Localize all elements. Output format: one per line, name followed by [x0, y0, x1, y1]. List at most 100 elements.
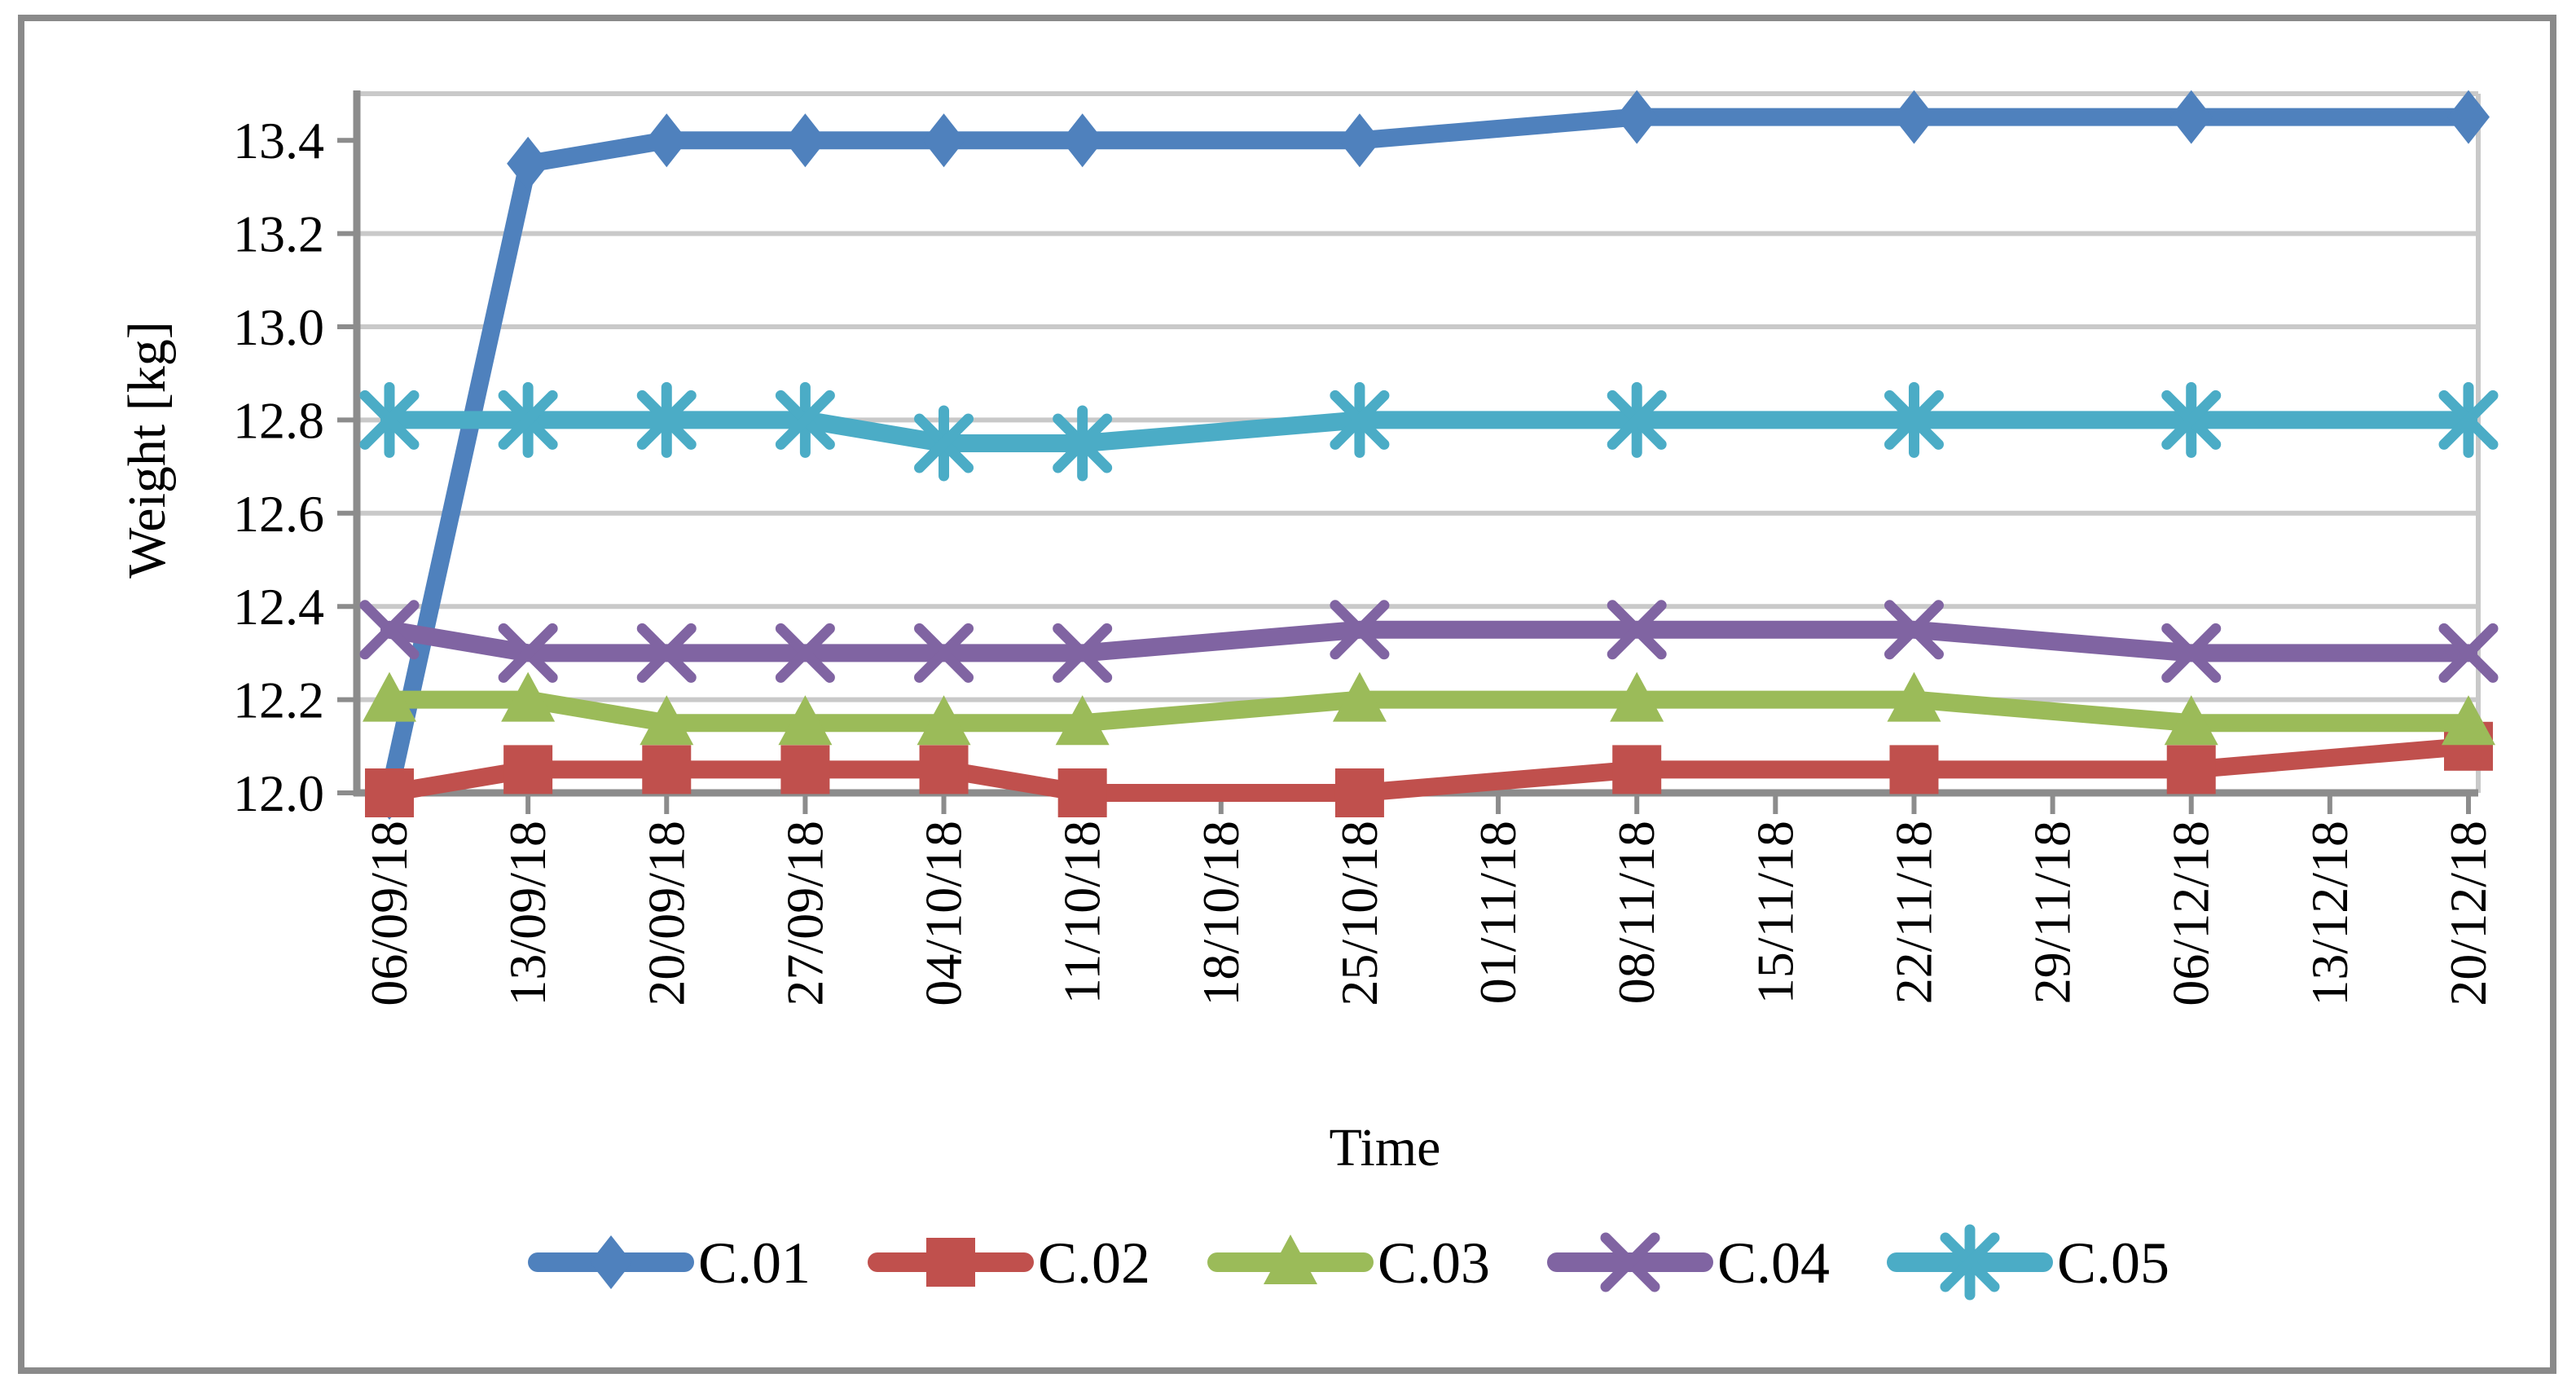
data-point-marker — [1884, 600, 1944, 660]
y-tick-label: 12.0 — [233, 764, 324, 822]
data-point-marker — [917, 695, 971, 746]
data-point-marker — [590, 1235, 632, 1289]
data-point-marker — [503, 745, 553, 795]
data-point-marker — [645, 113, 688, 168]
series-line — [380, 737, 2477, 802]
data-point-marker — [1607, 600, 1667, 660]
y-tick-label: 12.8 — [233, 391, 324, 449]
data-point-marker — [1338, 113, 1381, 168]
data-point-marker — [784, 113, 827, 168]
figure-border — [18, 15, 2556, 1374]
series-line — [380, 690, 2477, 733]
x-tick-label: 25/10/18 — [1330, 821, 1388, 1006]
y-tick-label: 12.2 — [233, 671, 324, 729]
data-point-marker — [2161, 381, 2222, 458]
data-point-marker — [507, 136, 550, 191]
data-point-marker — [1330, 381, 1390, 458]
y-tick-label: 13.2 — [233, 205, 324, 263]
data-point-marker — [1889, 745, 1939, 795]
series-c01 — [368, 90, 2490, 820]
data-point-marker — [498, 623, 558, 683]
x-tick-label: 06/12/18 — [2162, 821, 2220, 1006]
series-line — [380, 411, 2477, 452]
data-point-marker — [1892, 90, 1936, 144]
legend: C.01 C.02 C.03 C.04 C.05 — [528, 1224, 2169, 1301]
x-tick-label: 15/11/18 — [1746, 821, 1804, 1004]
data-point-marker — [2164, 695, 2218, 746]
y-tick-label: 12.4 — [233, 578, 324, 636]
legend-item-c01: C.01 — [528, 1230, 811, 1296]
x-tick-label: 13/12/18 — [2301, 821, 2358, 1006]
x-tick-label: 20/12/18 — [2439, 821, 2497, 1006]
x-tick-label: 22/11/18 — [1884, 821, 1942, 1004]
y-tick-label: 12.6 — [233, 485, 324, 543]
data-point-marker — [363, 671, 416, 722]
data-point-marker — [636, 381, 697, 458]
legend-label: C.01 — [698, 1230, 811, 1296]
data-point-marker — [775, 623, 835, 683]
legend-label: C.02 — [1038, 1230, 1150, 1296]
data-point-marker — [1332, 671, 1387, 722]
data-point-marker — [1334, 768, 1384, 817]
series-line — [380, 620, 2477, 662]
x-tick-label: 08/11/18 — [1607, 821, 1665, 1004]
legend-item-c04: C.04 — [1547, 1230, 1830, 1296]
data-point-marker — [1330, 600, 1390, 660]
x-tick-labels: 06/09/18 13/09/18 20/09/18 27/09/18 04/10/18… — [360, 821, 2497, 1006]
data-point-marker — [780, 745, 830, 795]
legend-item-c03: C.03 — [1207, 1230, 1490, 1296]
data-point-marker — [1055, 695, 1110, 746]
legend-item-c05: C.05 — [1887, 1224, 2169, 1301]
series-c04 — [359, 600, 2499, 683]
data-point-marker — [1610, 671, 1664, 722]
x-tick-label: 18/10/18 — [1192, 821, 1250, 1006]
x-tick-label: 20/09/18 — [637, 821, 695, 1006]
data-point-marker — [1887, 671, 1941, 722]
data-point-marker — [914, 405, 974, 482]
data-point-marker — [1053, 623, 1113, 683]
data-point-marker — [2438, 623, 2499, 683]
x-axis-title: Time — [1330, 1118, 1441, 1178]
y-tick-label: 13.0 — [233, 298, 324, 356]
data-point-marker — [1600, 1232, 1660, 1292]
data-point-marker — [2438, 381, 2499, 458]
y-tick-label: 13.4 — [233, 112, 324, 169]
data-point-marker — [2169, 90, 2213, 144]
data-point-marker — [642, 745, 692, 795]
legend-label: C.04 — [1717, 1230, 1830, 1296]
data-point-marker — [2447, 90, 2490, 144]
x-tick-label: 29/11/18 — [2024, 821, 2081, 1004]
data-point-marker — [922, 113, 965, 168]
data-point-marker — [1612, 745, 1662, 795]
data-point-marker — [636, 623, 697, 683]
data-point-marker — [1884, 381, 1944, 458]
data-point-marker — [501, 671, 556, 722]
data-point-marker — [2161, 623, 2222, 683]
data-point-marker — [1607, 381, 1667, 458]
data-point-marker — [1940, 1224, 2000, 1301]
data-point-marker — [2442, 695, 2495, 746]
data-point-marker — [778, 695, 833, 746]
x-tick-label: 06/09/18 — [360, 821, 418, 1006]
x-tick-label: 13/09/18 — [499, 821, 556, 1006]
data-point-marker — [2166, 745, 2216, 795]
data-point-marker — [359, 600, 420, 660]
x-tick-label: 11/10/18 — [1053, 821, 1111, 1004]
data-point-marker — [1057, 768, 1107, 817]
data-point-marker — [919, 745, 969, 795]
x-tick-label: 01/11/18 — [1469, 821, 1527, 1004]
data-point-marker — [926, 1238, 975, 1287]
gridlines — [357, 91, 2481, 793]
series-c05 — [359, 381, 2499, 482]
series-c03 — [363, 671, 2495, 746]
legend-label: C.03 — [1378, 1230, 1490, 1296]
data-point-marker — [775, 381, 835, 458]
data-point-marker — [1061, 113, 1104, 168]
data-point-marker — [1615, 90, 1659, 144]
x-tick-label: 27/09/18 — [776, 821, 833, 1006]
legend-label: C.05 — [2057, 1230, 2169, 1296]
data-point-marker — [359, 381, 420, 458]
